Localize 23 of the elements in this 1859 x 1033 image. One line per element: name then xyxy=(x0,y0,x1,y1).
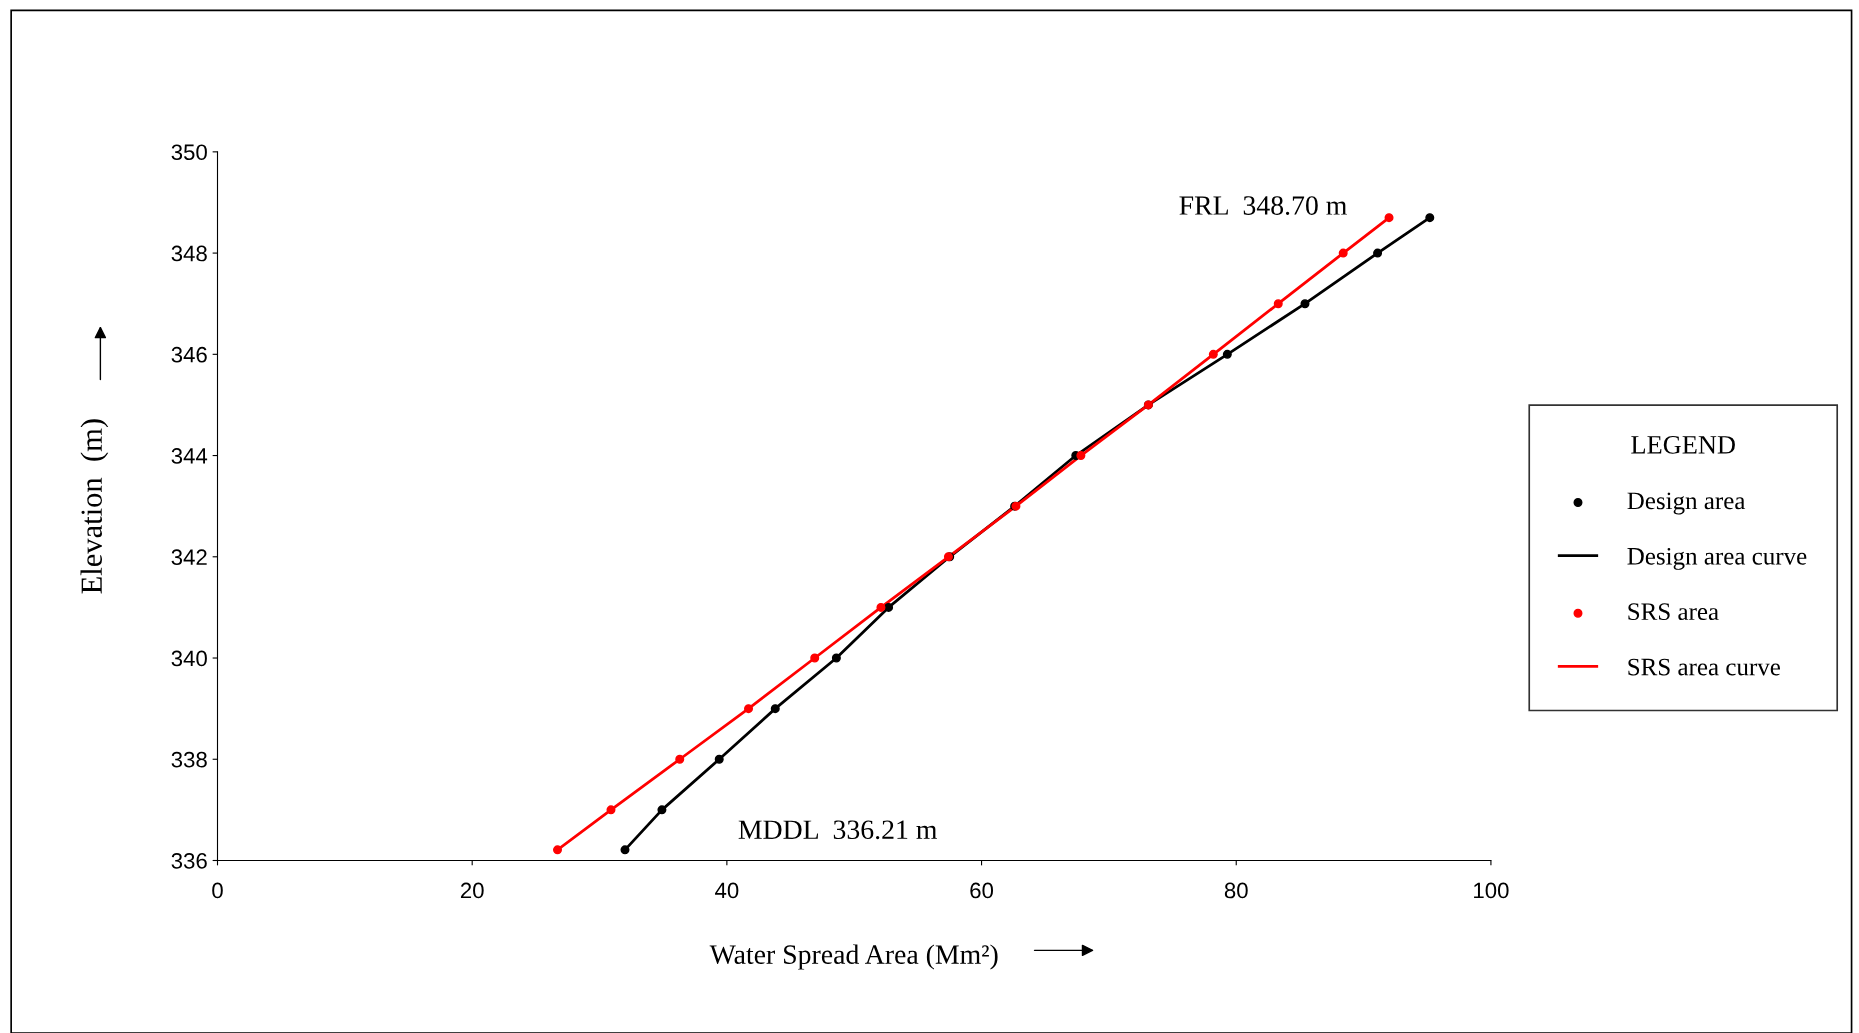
y-tick-label: 348 xyxy=(171,245,207,262)
y-tick-label: 346 xyxy=(171,346,207,363)
y-tick-label: 338 xyxy=(171,751,207,768)
y-tick-label: 336 xyxy=(171,853,207,869)
y-tick-label: 340 xyxy=(171,650,207,667)
legend-label: SRS area xyxy=(1628,603,1719,621)
x-tick-label: 0 xyxy=(212,882,223,899)
legend-title: LEGEND xyxy=(1631,435,1735,454)
x-tick-label: 40 xyxy=(715,882,739,899)
x-tick-label: 100 xyxy=(1474,882,1509,899)
x-tick-label: 20 xyxy=(460,882,484,899)
legend-label: Design area xyxy=(1627,492,1746,515)
x-axis-title: Water Spread Area (Mm²) xyxy=(709,944,998,970)
legend-label: Design area curve xyxy=(1627,547,1807,570)
x-tick-label: 60 xyxy=(970,882,994,899)
x-tick-label: 80 xyxy=(1224,882,1248,899)
y-tick-label: 350 xyxy=(171,144,207,161)
y-tick-label: 344 xyxy=(171,448,208,464)
y-tick-label: 342 xyxy=(171,549,207,566)
legend-label: SRS area curve xyxy=(1628,658,1780,676)
annotation: MDDL 336.21 m xyxy=(738,820,938,840)
annotation: FRL 348.70 m xyxy=(1179,196,1347,216)
y-axis-title: Elevation (m) xyxy=(80,419,109,594)
